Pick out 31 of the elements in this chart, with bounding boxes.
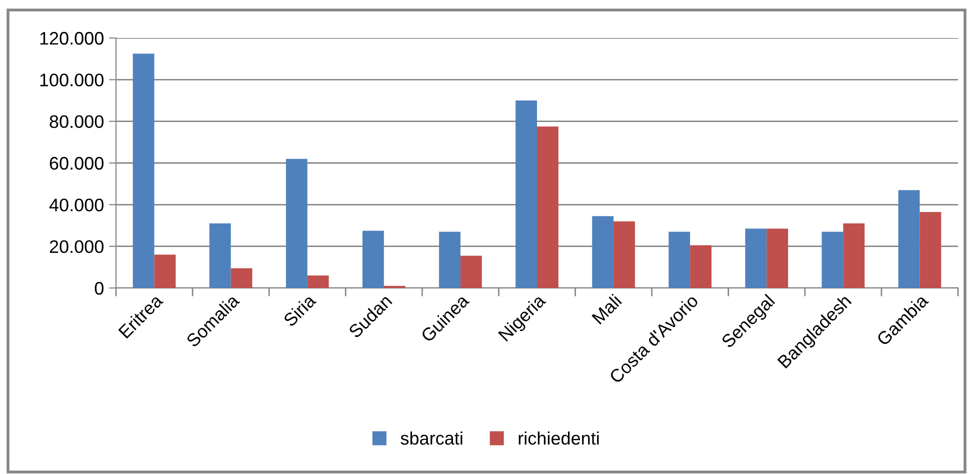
bar [154, 254, 176, 288]
y-tick-label: 60.000 [50, 156, 104, 170]
legend-label: richiedenti [518, 431, 599, 445]
bar [209, 223, 231, 288]
bar [307, 276, 329, 288]
bar [843, 223, 865, 288]
bar [516, 100, 537, 288]
bar [362, 230, 384, 288]
bar [592, 216, 614, 288]
bar [460, 256, 482, 288]
bar [230, 268, 252, 288]
bar [286, 158, 308, 288]
y-tick-label: 120.000 [40, 32, 104, 45]
bar [537, 126, 558, 288]
bar [920, 212, 942, 288]
legend-label: sbarcati [400, 431, 462, 445]
y-tick-label: 40.000 [49, 198, 104, 212]
y-tick-label: 0 [94, 282, 104, 295]
x-tick-label: Siria [282, 292, 317, 328]
bar [132, 54, 154, 288]
y-tick-label: 20.000 [50, 240, 104, 254]
bar [614, 221, 635, 288]
bar [898, 190, 920, 288]
y-tick-label: 80.000 [50, 115, 104, 128]
bar [668, 232, 690, 288]
bar [439, 232, 460, 288]
bar [690, 245, 712, 288]
bar [822, 232, 844, 288]
bar [766, 228, 788, 288]
y-tick-label: 100.000 [40, 74, 104, 86]
bar [745, 228, 767, 288]
